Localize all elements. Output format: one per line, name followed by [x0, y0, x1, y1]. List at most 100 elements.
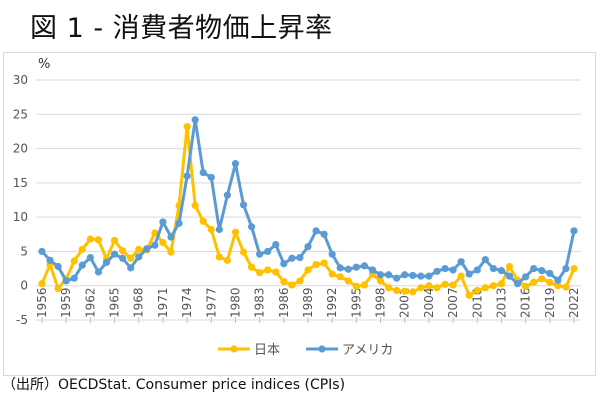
x-tick-label: 2022 — [567, 287, 581, 318]
data-point — [546, 278, 554, 286]
data-point — [570, 264, 578, 273]
data-point — [110, 236, 119, 245]
data-point — [505, 272, 514, 280]
data-point — [102, 258, 111, 266]
data-point — [554, 276, 562, 284]
x-tick-label: 1986 — [277, 287, 291, 318]
data-point — [376, 277, 385, 285]
data-point — [239, 201, 248, 209]
y-tick-label: 20 — [13, 142, 28, 156]
data-point — [409, 288, 417, 296]
x-tick-label: 2007 — [446, 287, 460, 318]
series-usa — [38, 116, 578, 288]
data-point — [199, 217, 207, 225]
x-tick-label: 1959 — [59, 287, 73, 318]
data-point — [280, 260, 288, 268]
x-tick-label: 2001 — [398, 287, 412, 318]
data-point — [256, 269, 264, 277]
legend-item: 日本 — [218, 343, 280, 358]
data-point — [223, 256, 231, 264]
x-tick-label: 2019 — [543, 287, 557, 318]
data-point — [489, 264, 497, 273]
x-tick-label: 1968 — [132, 287, 146, 318]
data-point — [465, 291, 473, 299]
data-point — [522, 282, 530, 290]
data-point — [167, 248, 175, 256]
legend-item: アメリカ — [306, 343, 393, 358]
data-point — [167, 233, 175, 241]
x-tick-label: 1971 — [156, 287, 170, 318]
data-point — [272, 240, 280, 249]
data-point — [304, 266, 312, 274]
data-point — [264, 247, 272, 256]
data-point — [538, 275, 546, 283]
data-point — [433, 267, 441, 275]
data-point — [360, 281, 369, 289]
data-point — [135, 253, 143, 261]
data-point — [465, 270, 473, 278]
data-point — [296, 277, 304, 285]
x-tick-label: 1980 — [228, 287, 242, 318]
data-point — [231, 228, 240, 236]
data-point — [70, 274, 78, 282]
data-point — [247, 223, 256, 231]
legend-marker-icon — [230, 345, 238, 353]
x-tick-label: 1995 — [349, 287, 363, 318]
data-point — [320, 230, 328, 238]
data-point — [312, 260, 320, 269]
data-point — [449, 281, 457, 289]
y-tick-label: 25 — [13, 107, 28, 121]
data-point — [513, 280, 522, 288]
data-point — [239, 248, 248, 256]
data-point — [296, 254, 304, 262]
x-tick-label: 2010 — [470, 287, 484, 318]
data-point — [46, 256, 54, 264]
data-point — [497, 267, 506, 275]
data-point — [119, 254, 127, 262]
legend-label: アメリカ — [342, 343, 393, 358]
data-point — [207, 173, 215, 181]
data-point — [457, 258, 465, 266]
data-point — [94, 268, 103, 276]
data-point — [272, 268, 280, 276]
data-point — [191, 116, 199, 124]
data-point — [441, 280, 449, 288]
data-point — [489, 282, 497, 290]
data-point — [441, 264, 449, 273]
data-point — [473, 266, 481, 274]
data-point — [175, 219, 183, 227]
data-point — [78, 245, 86, 253]
data-point — [546, 269, 554, 277]
data-point — [38, 280, 46, 288]
data-point — [159, 218, 167, 226]
data-point — [159, 238, 167, 247]
x-tick-label: 1974 — [180, 287, 194, 318]
data-point — [393, 286, 401, 295]
data-point — [538, 267, 546, 275]
data-point — [191, 201, 199, 210]
data-point — [328, 250, 336, 258]
data-point — [215, 225, 223, 234]
page-title: 図 1 - 消費者物価上昇率 — [30, 13, 333, 44]
y-tick-label: 10 — [13, 210, 28, 224]
data-point — [385, 271, 393, 279]
data-point — [207, 225, 215, 234]
data-point — [368, 266, 377, 274]
source-note: （出所）OECDStat. Consumer price indices (CP… — [2, 377, 346, 393]
data-point — [376, 271, 385, 279]
data-point — [473, 286, 481, 295]
data-point — [417, 284, 425, 292]
data-point — [215, 253, 223, 261]
data-point — [38, 247, 46, 256]
data-point — [393, 274, 401, 282]
x-tick-label: 1965 — [108, 287, 122, 318]
data-point — [497, 280, 506, 288]
data-point — [352, 263, 360, 271]
legend: 日本 アメリカ — [218, 343, 393, 358]
x-tick-label: 2013 — [494, 287, 508, 318]
x-tick-label: 1983 — [253, 287, 267, 318]
y-tick-label: 15 — [13, 176, 28, 190]
data-point — [135, 245, 143, 253]
data-point — [247, 263, 256, 271]
